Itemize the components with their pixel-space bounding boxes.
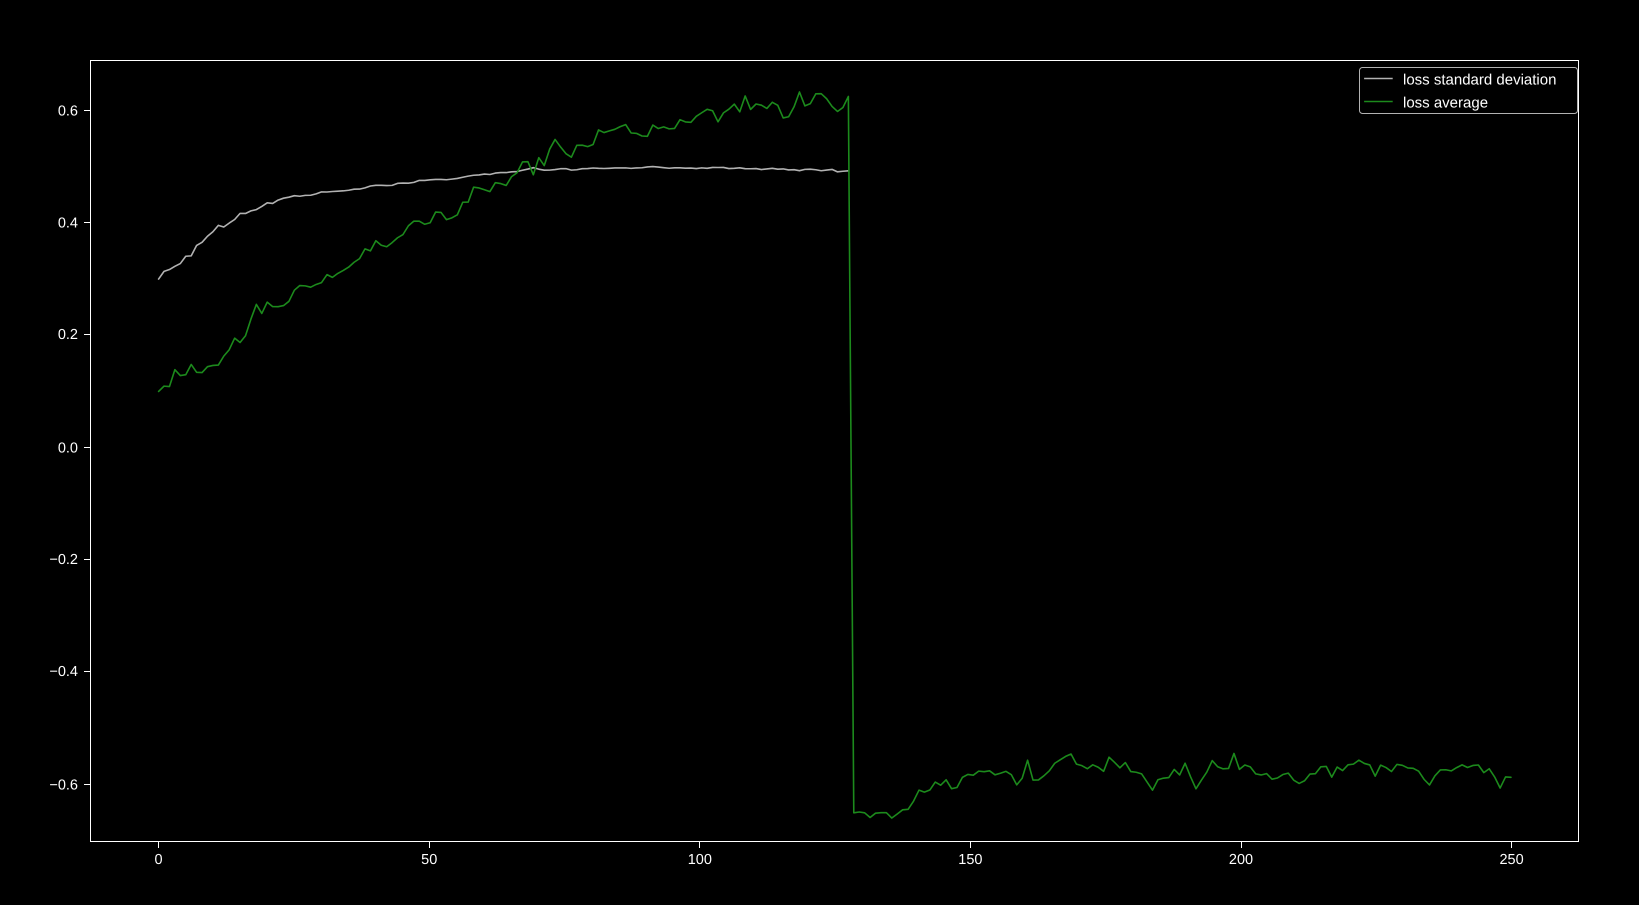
svg-text:0.4: 0.4 [58,215,78,231]
svg-text:−0.6: −0.6 [49,778,78,794]
svg-text:−0.4: −0.4 [49,664,78,680]
svg-text:50: 50 [421,852,437,868]
svg-text:250: 250 [1499,852,1523,868]
svg-text:200: 200 [1229,852,1253,868]
svg-text:150: 150 [958,852,982,868]
svg-text:−0.2: −0.2 [49,552,78,568]
svg-text:100: 100 [688,852,712,868]
svg-text:0.0: 0.0 [58,440,78,456]
svg-text:loss standard deviation: loss standard deviation [1403,72,1556,89]
svg-text:0.2: 0.2 [58,327,78,343]
svg-text:0: 0 [155,852,163,868]
svg-text:loss average: loss average [1403,95,1488,112]
svg-text:0.6: 0.6 [58,104,78,120]
